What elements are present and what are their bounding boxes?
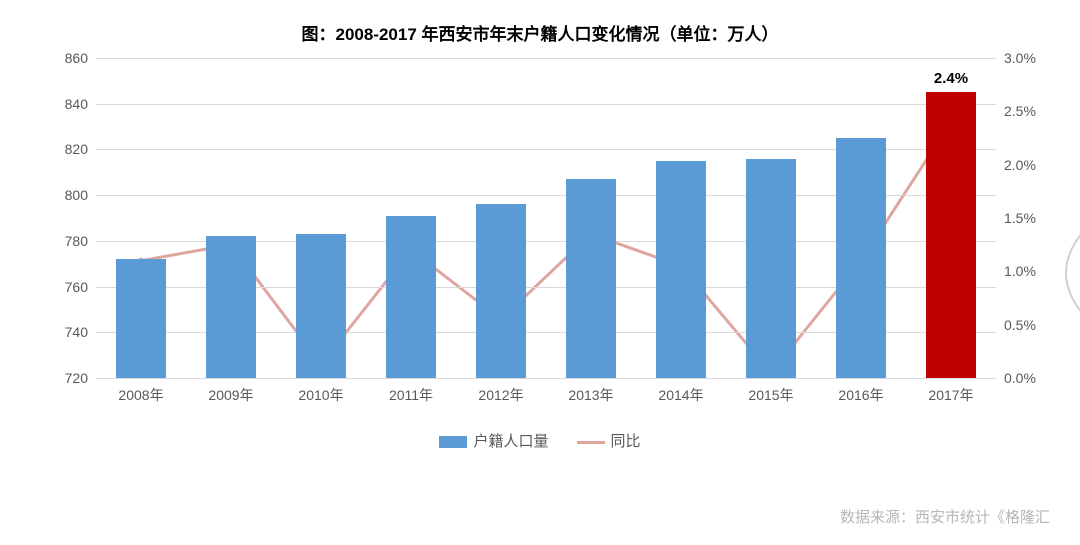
data-source: 数据来源：西安市统计《格隆汇 (840, 506, 1050, 527)
gridline (96, 58, 996, 59)
legend: 户籍人口量 同比 (0, 430, 1080, 451)
page-curl-decoration (1062, 233, 1080, 313)
x-tick-label: 2017年 (928, 385, 973, 405)
x-tick-label: 2013年 (568, 385, 613, 405)
bar (746, 159, 796, 378)
chart-container: 图：2008-2017 年西安市年末户籍人口变化情况（单位：万人） 2.4% 户… (0, 0, 1080, 545)
bar (296, 234, 346, 378)
legend-item-line: 同比 (577, 430, 641, 451)
bar (926, 92, 976, 378)
y1-tick-label: 820 (46, 141, 88, 157)
x-tick-label: 2011年 (389, 385, 433, 405)
y1-tick-label: 780 (46, 233, 88, 249)
y2-tick-label: 1.0% (1004, 263, 1036, 279)
y1-tick-label: 760 (46, 279, 88, 295)
legend-item-bar: 户籍人口量 (439, 430, 548, 451)
y2-tick-label: 2.5% (1004, 103, 1036, 119)
y1-tick-label: 840 (46, 96, 88, 112)
y2-tick-label: 0.5% (1004, 317, 1036, 333)
value-callout: 2.4% (934, 70, 968, 87)
y1-tick-label: 860 (46, 50, 88, 66)
y1-tick-label: 740 (46, 324, 88, 340)
x-tick-label: 2010年 (298, 385, 343, 405)
x-tick-label: 2014年 (658, 385, 703, 405)
x-tick-label: 2009年 (208, 385, 253, 405)
x-tick-label: 2008年 (118, 385, 163, 405)
gridline (96, 378, 996, 379)
legend-label: 户籍人口量 (473, 433, 548, 450)
y1-tick-label: 720 (46, 370, 88, 386)
line-path (141, 122, 951, 373)
legend-swatch-line-icon (577, 441, 605, 444)
x-tick-label: 2012年 (478, 385, 523, 405)
y2-tick-label: 1.5% (1004, 210, 1036, 226)
y1-tick-label: 800 (46, 187, 88, 203)
gridline (96, 104, 996, 105)
legend-swatch-bar-icon (439, 436, 467, 448)
chart-title: 图：2008-2017 年西安市年末户籍人口变化情况（单位：万人） (0, 20, 1080, 45)
legend-label: 同比 (611, 433, 641, 450)
bar (836, 138, 886, 378)
y2-tick-label: 3.0% (1004, 50, 1036, 66)
bar (116, 259, 166, 378)
bar (566, 179, 616, 378)
x-tick-label: 2016年 (838, 385, 883, 405)
y2-tick-label: 0.0% (1004, 370, 1036, 386)
y2-tick-label: 2.0% (1004, 157, 1036, 173)
bar (476, 204, 526, 378)
x-tick-label: 2015年 (748, 385, 793, 405)
bar (656, 161, 706, 378)
plot-area: 2.4% (96, 58, 996, 378)
bar (386, 216, 436, 378)
bar (206, 236, 256, 378)
